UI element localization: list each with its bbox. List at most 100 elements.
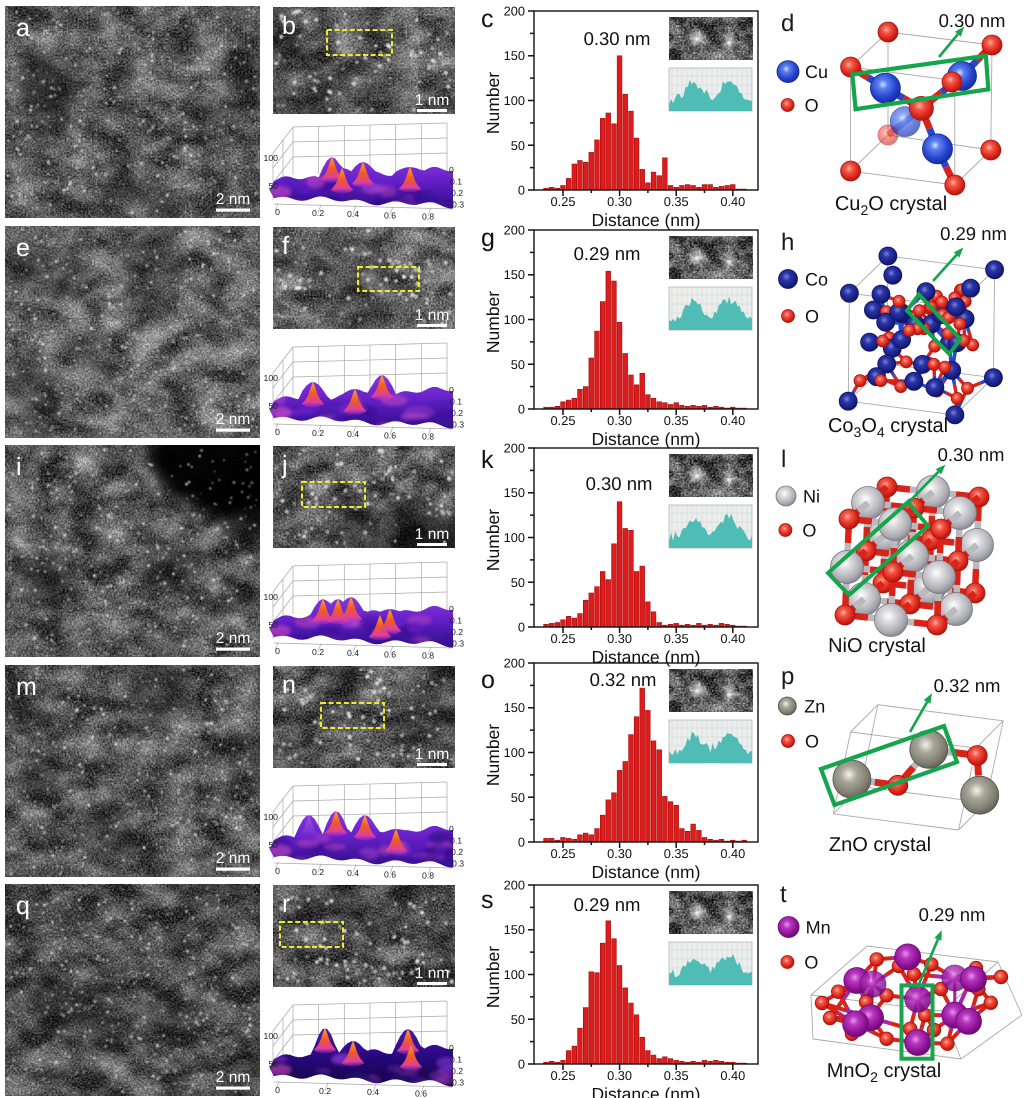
svg-text:0.6: 0.6 <box>384 210 396 220</box>
svg-text:0: 0 <box>275 207 280 217</box>
svg-text:100: 100 <box>264 1031 279 1041</box>
svg-text:0.29 nm: 0.29 nm <box>574 894 641 915</box>
svg-text:0.35: 0.35 <box>664 194 689 209</box>
svg-text:1 nm: 1 nm <box>415 746 449 763</box>
svg-text:0.4: 0.4 <box>347 209 359 219</box>
svg-text:2 nm: 2 nm <box>216 191 250 208</box>
svg-text:0.30 nm: 0.30 nm <box>584 28 651 49</box>
svg-text:0.8: 0.8 <box>422 651 434 661</box>
svg-text:0.40: 0.40 <box>720 413 745 428</box>
svg-text:0.2: 0.2 <box>312 428 324 438</box>
svg-text:0.30 nm: 0.30 nm <box>939 10 1006 31</box>
svg-text:0.4: 0.4 <box>347 868 359 878</box>
svg-text:100: 100 <box>264 812 279 822</box>
svg-text:O: O <box>805 732 819 752</box>
svg-text:Number: Number <box>483 291 503 353</box>
svg-text:d: d <box>781 10 794 37</box>
svg-text:2 nm: 2 nm <box>216 850 250 867</box>
svg-text:r: r <box>282 890 290 918</box>
svg-text:50: 50 <box>268 401 278 411</box>
svg-text:1 nm: 1 nm <box>415 307 449 324</box>
svg-text:0.6: 0.6 <box>384 869 396 879</box>
svg-text:0.2: 0.2 <box>312 867 324 877</box>
svg-text:0.2: 0.2 <box>451 847 463 857</box>
svg-text:Number: Number <box>483 724 503 786</box>
svg-text:e: e <box>16 234 30 262</box>
svg-text:100: 100 <box>504 93 525 108</box>
svg-text:0.3: 0.3 <box>452 200 464 210</box>
svg-text:Cu2O crystal: Cu2O crystal <box>835 193 947 218</box>
svg-text:2 nm: 2 nm <box>216 411 250 428</box>
svg-text:0.29 nm: 0.29 nm <box>919 904 986 925</box>
svg-text:c: c <box>481 6 494 33</box>
svg-text:100: 100 <box>504 312 525 327</box>
svg-text:0.1: 0.1 <box>450 177 462 187</box>
svg-text:0: 0 <box>449 604 454 614</box>
svg-text:0.30: 0.30 <box>607 413 632 428</box>
svg-text:0.8: 0.8 <box>422 212 434 222</box>
svg-text:100: 100 <box>264 592 279 602</box>
svg-text:0.40: 0.40 <box>720 1068 745 1083</box>
svg-text:0: 0 <box>275 866 280 876</box>
svg-text:0: 0 <box>518 619 525 634</box>
svg-text:ZnO crystal: ZnO crystal <box>829 834 931 856</box>
svg-text:Cu: Cu <box>805 62 828 82</box>
svg-text:200: 200 <box>504 658 525 671</box>
svg-text:0: 0 <box>518 835 525 850</box>
svg-text:0.4: 0.4 <box>367 1087 379 1097</box>
svg-text:0: 0 <box>449 385 454 395</box>
svg-text:0.35: 0.35 <box>664 846 689 861</box>
svg-text:o: o <box>481 666 495 694</box>
svg-text:f: f <box>282 232 289 260</box>
svg-text:0.6: 0.6 <box>415 1088 427 1098</box>
svg-text:200: 200 <box>504 443 525 456</box>
svg-text:O: O <box>805 307 819 327</box>
svg-text:0.3: 0.3 <box>452 1078 464 1088</box>
svg-text:0.35: 0.35 <box>664 631 689 646</box>
svg-text:l: l <box>781 446 786 473</box>
svg-text:0: 0 <box>449 824 454 834</box>
svg-text:50: 50 <box>268 840 278 850</box>
svg-text:NiO crystal: NiO crystal <box>828 635 926 657</box>
svg-text:100: 100 <box>264 153 279 163</box>
svg-text:50: 50 <box>268 620 278 630</box>
svg-text:q: q <box>16 892 30 920</box>
svg-text:100: 100 <box>264 373 279 383</box>
svg-text:Distance (nm): Distance (nm) <box>592 862 701 882</box>
svg-text:i: i <box>16 453 22 481</box>
svg-text:2 nm: 2 nm <box>216 630 250 647</box>
svg-text:0.35: 0.35 <box>664 413 689 428</box>
svg-text:Co3O4 crystal: Co3O4 crystal <box>828 415 948 440</box>
svg-text:50: 50 <box>511 790 525 805</box>
svg-text:100: 100 <box>504 745 525 760</box>
svg-text:100: 100 <box>504 967 525 982</box>
svg-text:0.30: 0.30 <box>607 1068 632 1083</box>
svg-text:0: 0 <box>449 1043 454 1053</box>
svg-text:0.25: 0.25 <box>551 194 576 209</box>
svg-text:150: 150 <box>504 700 525 715</box>
svg-text:t: t <box>780 884 787 908</box>
svg-text:0.29 nm: 0.29 nm <box>574 243 641 264</box>
svg-text:a: a <box>16 14 30 42</box>
svg-text:150: 150 <box>504 922 525 937</box>
svg-text:0.35: 0.35 <box>664 1068 689 1083</box>
svg-text:O: O <box>805 96 819 116</box>
svg-text:h: h <box>781 229 794 256</box>
svg-text:n: n <box>282 671 296 699</box>
svg-text:150: 150 <box>504 485 525 500</box>
svg-text:50: 50 <box>268 181 278 191</box>
svg-text:150: 150 <box>504 48 525 63</box>
svg-text:b: b <box>282 12 296 40</box>
svg-text:0.1: 0.1 <box>450 1055 462 1065</box>
svg-text:k: k <box>481 446 494 474</box>
svg-text:0.30: 0.30 <box>607 846 632 861</box>
svg-text:Mn: Mn <box>806 918 831 938</box>
svg-text:1 nm: 1 nm <box>415 526 449 543</box>
svg-text:Co: Co <box>805 270 828 290</box>
svg-text:0.3: 0.3 <box>452 420 464 430</box>
svg-text:0: 0 <box>275 427 280 437</box>
svg-text:0.2: 0.2 <box>312 647 324 657</box>
svg-text:0.2: 0.2 <box>312 208 324 218</box>
svg-text:0.3: 0.3 <box>452 859 464 869</box>
svg-text:50: 50 <box>511 138 525 153</box>
